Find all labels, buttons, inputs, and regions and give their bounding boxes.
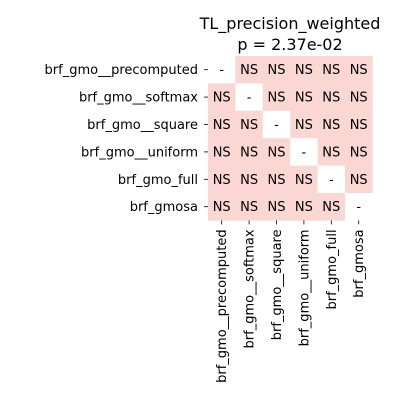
column-tick-label: brf_gmo_full	[325, 229, 340, 309]
cell-value-label: NS	[213, 200, 231, 215]
cell-value-label: NS	[322, 200, 340, 215]
cell-value-label: NS	[213, 118, 231, 133]
cell-value-label: NS	[295, 91, 313, 106]
heatmap-cell	[345, 138, 373, 166]
column-tick-label: brf_gmo__softmax	[243, 229, 258, 348]
heatmap-cell	[208, 193, 236, 221]
heatmap-cell	[317, 165, 346, 194]
row-tick-label: brf_gmo__precomputed	[45, 63, 198, 78]
heatmap-cell	[235, 56, 264, 84]
chart-title: TL_precision_weighted	[199, 14, 381, 34]
cell-value-label: -	[247, 91, 252, 106]
column-tick-labels: brf_gmo__precomputed brf_gmo__softmax brf_…	[215, 220, 367, 383]
heatmap-cell	[290, 193, 318, 221]
heatmap-cell	[235, 193, 264, 221]
column-tick-label: brf_gmo__uniform	[297, 229, 312, 346]
cell-value-label: NS	[268, 145, 286, 160]
heatmap-cell	[262, 110, 291, 139]
row-tick-label: brf_gmo_full	[118, 173, 198, 188]
heatmap-cell	[345, 110, 373, 139]
cell-value-label: -	[219, 63, 224, 78]
column-tick-label: brf_gmosa	[352, 229, 367, 297]
cell-value-label: NS	[295, 200, 313, 215]
chart-subtitle: p = 2.37e-02	[237, 35, 342, 54]
cell-value-label: NS	[322, 145, 340, 160]
heatmap-cell	[262, 83, 291, 112]
cell-value-label: -	[329, 173, 334, 188]
heatmap-cell	[208, 138, 236, 166]
cell-value-label: NS	[350, 91, 368, 106]
heatmap-cell	[262, 138, 291, 166]
cell-value-label: NS	[213, 173, 231, 188]
heatmap-cell	[345, 83, 373, 112]
cell-value-label: NS	[240, 63, 258, 78]
heatmap-cell	[235, 110, 264, 139]
row-tick-labels: brf_gmo__precomputed brf_gmo__softmax brf_…	[45, 63, 208, 215]
heatmap-cell	[208, 110, 236, 139]
heatmap-cell	[290, 165, 318, 194]
cell-value-label: -	[356, 200, 361, 215]
heatmap-cell	[317, 138, 346, 166]
cell-value-label: NS	[213, 91, 231, 106]
row-tick-label: brf_gmo__square	[87, 118, 198, 133]
heatmap-cell	[208, 165, 236, 194]
heatmap-cell	[235, 83, 264, 112]
cell-value-label: NS	[268, 173, 286, 188]
heatmap-cell	[317, 83, 346, 112]
row-tick-label: brf_gmo__softmax	[79, 91, 198, 106]
heatmap-cell	[262, 165, 291, 194]
heatmap-cell	[290, 138, 318, 166]
cell-value-label: NS	[295, 63, 313, 78]
heatmap-cell	[262, 193, 291, 221]
cell-value-label: NS	[350, 63, 368, 78]
heatmap-cell	[345, 56, 373, 84]
column-tick-label: brf_gmo__precomputed	[215, 229, 230, 382]
heatmap-cell	[317, 110, 346, 139]
cell-value-label: NS	[240, 173, 258, 188]
heatmap-cell	[290, 110, 318, 139]
cell-value-label: NS	[322, 91, 340, 106]
cell-value-label: NS	[240, 118, 258, 133]
row-tick-label: brf_gmosa	[130, 200, 198, 215]
cell-value-label: NS	[268, 63, 286, 78]
cell-value-label: NS	[268, 91, 286, 106]
cell-value-label: NS	[350, 118, 368, 133]
heatmap-cell	[235, 165, 264, 194]
heatmap-cell	[317, 56, 346, 84]
heatmap-cell	[235, 138, 264, 166]
heatmap-cell	[345, 165, 373, 194]
cell-value-label: NS	[240, 145, 258, 160]
cell-value-label: NS	[295, 173, 313, 188]
row-tick-label: brf_gmo__uniform	[81, 145, 198, 160]
cell-value-label: NS	[322, 63, 340, 78]
heatmap-cell	[317, 193, 346, 221]
cell-value-label: NS	[350, 145, 368, 160]
cell-value-label: -	[274, 118, 279, 133]
heatmap-cell	[345, 193, 373, 221]
cell-value-label: NS	[295, 118, 313, 133]
cell-value-label: -	[302, 145, 307, 160]
heatmap-cell	[208, 83, 236, 112]
cell-value-label: NS	[350, 173, 368, 188]
cell-value-label: NS	[268, 200, 286, 215]
heatmap-cell	[290, 56, 318, 84]
heatmap-cell	[290, 83, 318, 112]
cell-value-label: NS	[240, 200, 258, 215]
cell-value-label: NS	[322, 118, 340, 133]
heatmap-cell	[262, 56, 291, 84]
heatmap-cell	[208, 56, 236, 84]
column-tick-label: brf_gmo__square	[270, 229, 285, 340]
cell-value-label: NS	[213, 145, 231, 160]
